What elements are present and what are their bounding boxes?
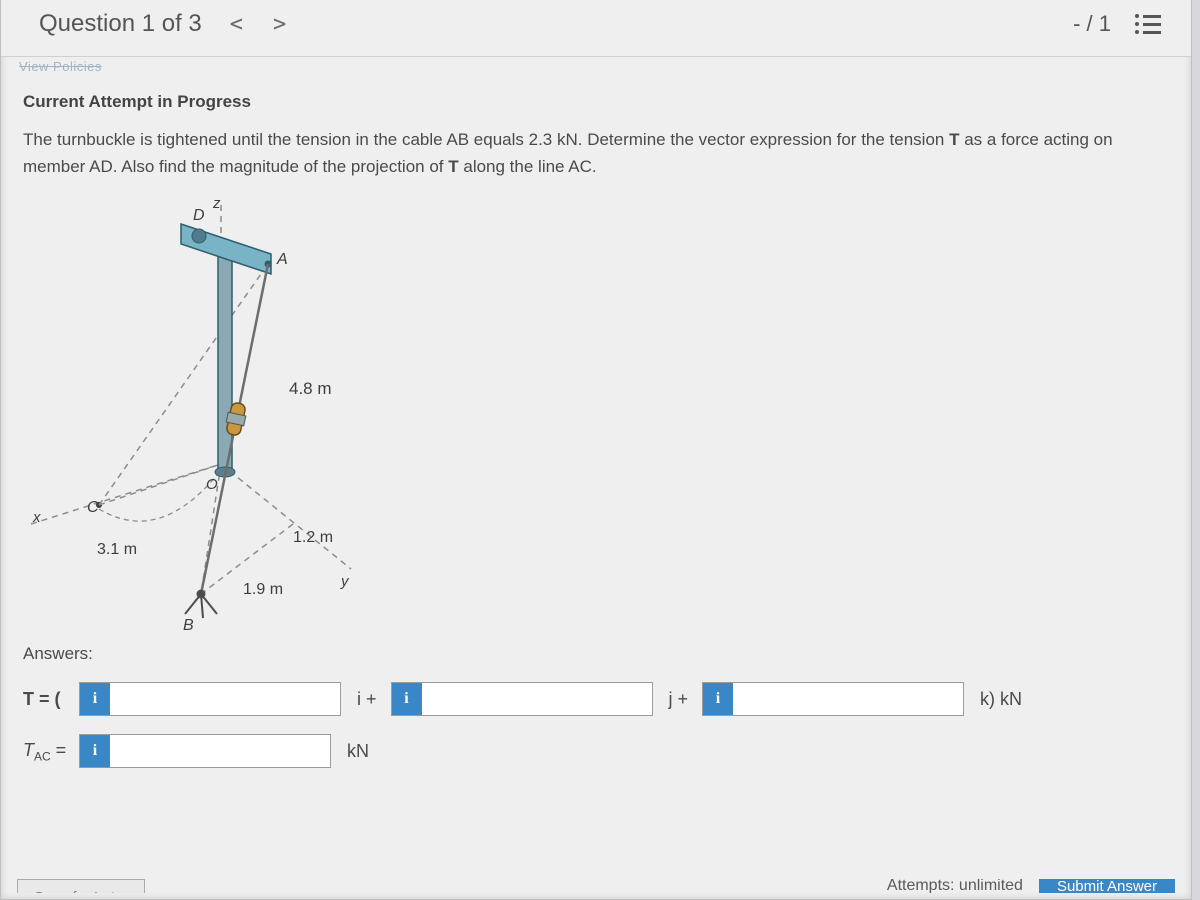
row-TAC: TAC = i kN — [23, 734, 1169, 768]
attempt-status: Current Attempt in Progress — [17, 92, 1175, 126]
prompt-T2: T — [448, 157, 458, 176]
T-lhs-text: T = ( — [23, 689, 61, 709]
dim-bx: 1.9 m — [243, 581, 283, 598]
point-B: B — [183, 617, 194, 634]
TAC-T: T — [23, 740, 34, 760]
dim-by: 1.2 m — [293, 529, 333, 546]
header: Question 1 of 3 < > - / 1 — [1, 0, 1191, 57]
input-T-j-wrap: i — [391, 682, 653, 716]
TAC-sub: AC — [34, 749, 51, 763]
unit-kN: kN — [337, 741, 377, 762]
score-display: - / 1 — [1073, 11, 1111, 37]
unit-i: i + — [347, 689, 385, 710]
prompt-part3: along the line AC. — [459, 157, 597, 176]
axis-x-label: x — [32, 509, 41, 526]
prev-arrow-icon[interactable]: < — [230, 12, 243, 37]
point-A: A — [276, 251, 288, 268]
footer: Save for Later Attempts: unlimited Submi… — [17, 869, 1175, 899]
point-D: D — [193, 207, 205, 224]
figure-diagram: x C 3.1 m O y 1.2 m 1.9 — [21, 194, 381, 644]
next-arrow-icon[interactable]: > — [273, 12, 286, 37]
unit-k: k) kN — [970, 689, 1030, 710]
axis-y-label: y — [340, 573, 350, 590]
dim-cx: 3.1 m — [97, 541, 137, 558]
dim-ad: 4.8 m — [289, 379, 332, 398]
T-lhs: T = ( — [23, 689, 73, 710]
point-C: C — [87, 499, 99, 516]
save-for-later-button[interactable]: Save for Later — [17, 879, 145, 893]
view-policies-link[interactable]: View Policies — [1, 57, 1191, 78]
input-T-k[interactable] — [733, 683, 963, 715]
info-icon[interactable]: i — [392, 683, 422, 715]
unit-j: j + — [659, 689, 697, 710]
input-T-j[interactable] — [422, 683, 652, 715]
menu-icon[interactable] — [1135, 14, 1161, 34]
axis-z-label: z — [212, 195, 221, 212]
nav-arrows: < > — [230, 12, 287, 37]
input-T-k-wrap: i — [702, 682, 964, 716]
input-TAC[interactable] — [110, 735, 330, 767]
input-T-i[interactable] — [110, 683, 340, 715]
TAC-lhs: TAC = — [23, 740, 73, 764]
footer-left: Save for Later — [17, 879, 145, 893]
header-right: - / 1 — [1073, 11, 1161, 37]
input-TAC-wrap: i — [79, 734, 331, 768]
attempts-label: Attempts: unlimited — [887, 879, 1023, 893]
answers-label: Answers: — [17, 644, 1175, 682]
input-T-i-wrap: i — [79, 682, 341, 716]
answer-rows: T = ( i i + i j + i k) kN — [17, 682, 1175, 768]
prompt-part1: The turnbuckle is tightened until the te… — [23, 130, 949, 149]
header-left: Question 1 of 3 < > — [39, 10, 286, 38]
info-icon[interactable]: i — [80, 683, 110, 715]
question-prompt: The turnbuckle is tightened until the te… — [17, 126, 1175, 190]
prompt-T1: T — [949, 130, 959, 149]
content: Current Attempt in Progress The turnbuck… — [1, 78, 1191, 768]
TAC-eq: = — [51, 740, 67, 760]
info-icon[interactable]: i — [703, 683, 733, 715]
row-T-vector: T = ( i i + i j + i k) kN — [23, 682, 1169, 716]
question-title: Question 1 of 3 — [39, 10, 202, 38]
info-icon[interactable]: i — [80, 735, 110, 767]
footer-right: Attempts: unlimited Submit Answer — [887, 879, 1175, 893]
submit-answer-button[interactable]: Submit Answer — [1039, 879, 1175, 893]
page: Question 1 of 3 < > - / 1 View Policies … — [0, 0, 1192, 900]
